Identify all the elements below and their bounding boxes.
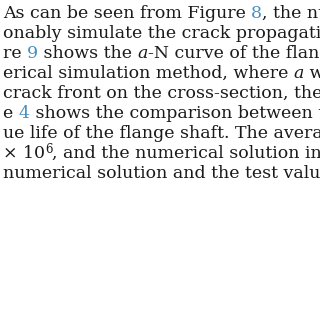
Text: onably simulate the crack propagation p: onably simulate the crack propagation p xyxy=(3,25,320,42)
Text: , the num: , the num xyxy=(262,5,320,22)
Text: crack front on the cross-section, the fat: crack front on the cross-section, the fa… xyxy=(3,85,320,102)
Text: 4: 4 xyxy=(19,105,30,122)
Text: a: a xyxy=(294,65,304,82)
Text: 6: 6 xyxy=(45,143,52,156)
Text: was: was xyxy=(304,65,320,82)
Text: × 10: × 10 xyxy=(3,145,45,162)
Text: a: a xyxy=(138,45,148,62)
Text: , and the numerical solution in th: , and the numerical solution in th xyxy=(52,145,320,162)
Text: re: re xyxy=(3,45,27,62)
Text: numerical solution and the test value w: numerical solution and the test value w xyxy=(3,165,320,182)
Text: -N curve of the flange: -N curve of the flange xyxy=(148,45,320,62)
Text: 9: 9 xyxy=(27,45,38,62)
Text: ue life of the flange shaft. The average va: ue life of the flange shaft. The average… xyxy=(3,125,320,142)
Text: e: e xyxy=(3,105,19,122)
Text: 8: 8 xyxy=(252,5,262,22)
Text: shows the comparison between the: shows the comparison between the xyxy=(30,105,320,122)
Text: shows the: shows the xyxy=(38,45,138,62)
Text: As can be seen from Figure: As can be seen from Figure xyxy=(3,5,252,22)
Text: erical simulation method, where: erical simulation method, where xyxy=(3,65,294,82)
